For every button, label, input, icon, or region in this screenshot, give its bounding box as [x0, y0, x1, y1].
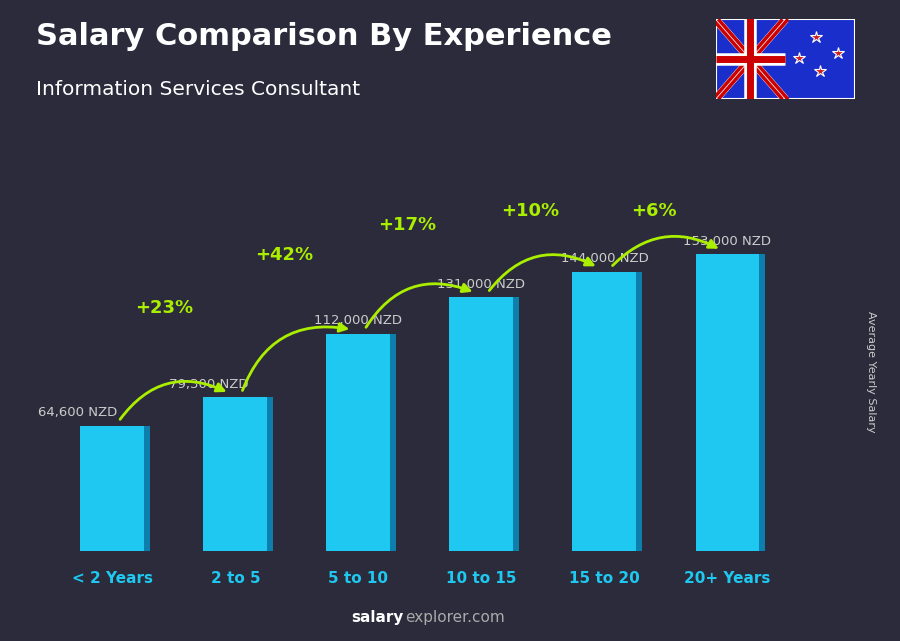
Text: 15 to 20: 15 to 20 [569, 571, 640, 586]
Text: 153,000 NZD: 153,000 NZD [683, 235, 771, 248]
Polygon shape [267, 397, 273, 551]
Text: 131,000 NZD: 131,000 NZD [437, 278, 526, 290]
Text: +23%: +23% [135, 299, 193, 317]
Text: 5 to 10: 5 to 10 [328, 571, 389, 586]
Text: 79,300 NZD: 79,300 NZD [168, 378, 248, 391]
Text: Average Yearly Salary: Average Yearly Salary [866, 311, 877, 433]
Bar [203, 397, 267, 551]
Text: Salary Comparison By Experience: Salary Comparison By Experience [36, 22, 612, 51]
Polygon shape [513, 297, 519, 551]
Bar [572, 272, 636, 551]
Polygon shape [144, 426, 150, 551]
Text: 64,600 NZD: 64,600 NZD [38, 406, 118, 419]
Text: +42%: +42% [256, 246, 313, 264]
Text: +10%: +10% [501, 202, 560, 220]
Bar [696, 254, 760, 551]
Polygon shape [391, 334, 396, 551]
Text: < 2 Years: < 2 Years [72, 571, 153, 586]
Text: Information Services Consultant: Information Services Consultant [36, 80, 360, 99]
Text: 10 to 15: 10 to 15 [446, 571, 517, 586]
Bar [80, 426, 144, 551]
Text: 20+ Years: 20+ Years [684, 571, 770, 586]
Text: 2 to 5: 2 to 5 [211, 571, 260, 586]
Text: salary: salary [351, 610, 403, 625]
Bar [449, 297, 513, 551]
Text: explorer.com: explorer.com [405, 610, 505, 625]
Text: 144,000 NZD: 144,000 NZD [561, 253, 648, 265]
Text: +17%: +17% [379, 216, 436, 235]
Polygon shape [760, 254, 765, 551]
Text: +6%: +6% [631, 203, 677, 221]
Bar [327, 334, 391, 551]
Polygon shape [636, 272, 643, 551]
Text: 112,000 NZD: 112,000 NZD [314, 315, 402, 328]
